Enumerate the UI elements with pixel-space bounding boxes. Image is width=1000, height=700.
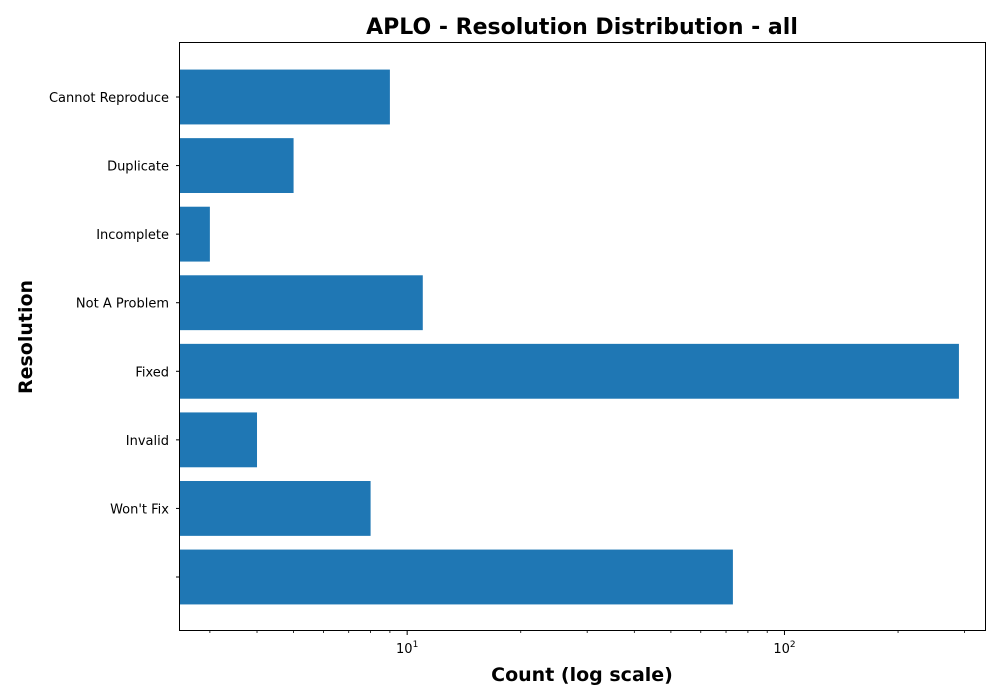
x-ticks: 101 102 [209, 630, 965, 657]
y-tick-label: Invalid [126, 434, 169, 449]
x-tick-label: 101 [396, 640, 418, 657]
bar-cannot-reproduce [180, 69, 390, 125]
bar-duplicate [180, 138, 294, 193]
plot-frame [179, 42, 986, 631]
bar-fixed [180, 343, 959, 399]
bar-invalid [180, 412, 258, 468]
y-tick-label: Cannot Reproduce [49, 91, 169, 106]
y-ticks: Cannot Reproduce Duplicate Incomplete Not A… [49, 91, 180, 578]
y-tick-label: Duplicate [107, 160, 169, 175]
bar-incomplete [180, 206, 210, 262]
chart-title: APLO - Resolution Distribution - all [366, 15, 798, 40]
bar-won-t-fix [180, 481, 371, 536]
y-tick-label: Won't Fix [110, 502, 169, 517]
bar-unlabeled [180, 549, 733, 605]
y-axis-label: Resolution [15, 280, 37, 394]
y-tick-label: Not A Problem [76, 297, 169, 312]
x-axis-label: Count (log scale) [491, 664, 673, 686]
y-tick-label: Incomplete [96, 228, 169, 243]
y-tick-label: Fixed [135, 365, 169, 380]
bars-layer [180, 69, 959, 605]
x-tick-label: 102 [773, 640, 795, 657]
bar-not-a-problem [180, 275, 423, 331]
